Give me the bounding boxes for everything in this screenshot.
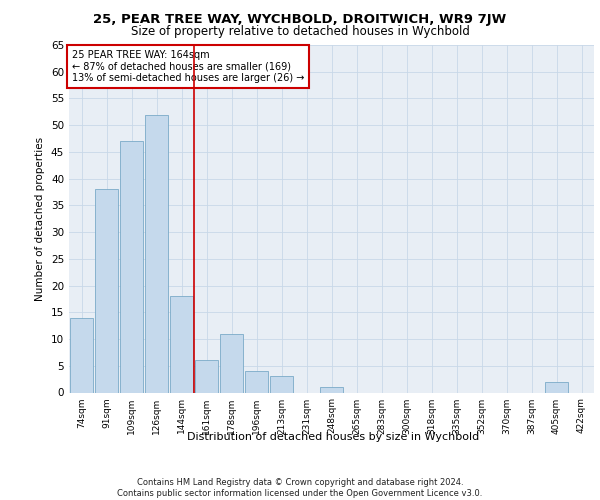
- Bar: [220, 334, 243, 392]
- Text: 25 PEAR TREE WAY: 164sqm
← 87% of detached houses are smaller (169)
13% of semi-: 25 PEAR TREE WAY: 164sqm ← 87% of detach…: [71, 50, 304, 84]
- Bar: [270, 376, 293, 392]
- Text: Size of property relative to detached houses in Wychbold: Size of property relative to detached ho…: [131, 25, 469, 38]
- Text: 25, PEAR TREE WAY, WYCHBOLD, DROITWICH, WR9 7JW: 25, PEAR TREE WAY, WYCHBOLD, DROITWICH, …: [94, 12, 506, 26]
- Bar: [320, 387, 343, 392]
- Bar: [145, 114, 168, 392]
- Text: Distribution of detached houses by size in Wychbold: Distribution of detached houses by size …: [187, 432, 479, 442]
- Y-axis label: Number of detached properties: Number of detached properties: [35, 136, 46, 301]
- Bar: [70, 318, 93, 392]
- Text: Contains HM Land Registry data © Crown copyright and database right 2024.
Contai: Contains HM Land Registry data © Crown c…: [118, 478, 482, 498]
- Bar: [95, 190, 118, 392]
- Bar: [195, 360, 218, 392]
- Bar: [245, 371, 268, 392]
- Bar: [170, 296, 193, 392]
- Bar: [120, 141, 143, 393]
- Bar: [545, 382, 568, 392]
